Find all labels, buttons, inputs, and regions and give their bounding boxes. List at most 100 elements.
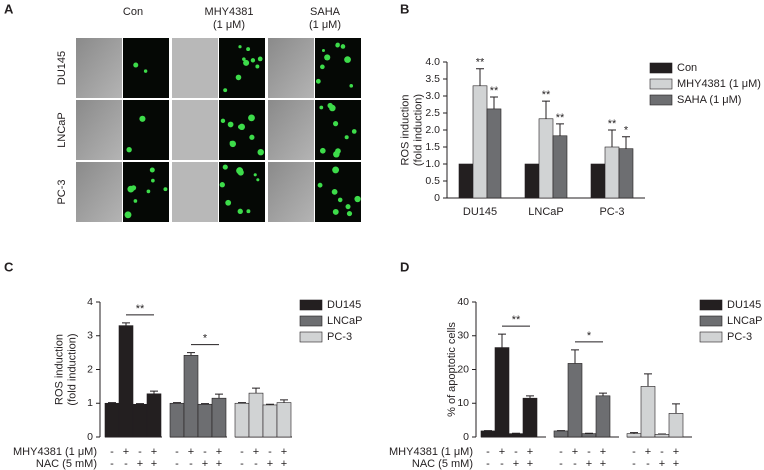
legend-swatch (649, 62, 673, 74)
cell (315, 78, 321, 84)
condition-sign: + (600, 458, 606, 470)
error-bar (571, 349, 579, 364)
condition-sign: + (645, 446, 651, 458)
y-axis-title: ROS induction (399, 95, 411, 166)
legend-swatch (649, 78, 673, 90)
column-header: (1 μM) (213, 19, 245, 31)
condition-sign: + (527, 458, 533, 470)
bar (104, 402, 120, 438)
error-bar (630, 432, 638, 434)
panel-label: D (400, 259, 409, 274)
cell (317, 182, 323, 188)
legend-label: PC-3 (727, 331, 752, 343)
condition-label: NAC (5 mM) (36, 458, 97, 470)
cell (238, 124, 243, 129)
panel-label: C (4, 259, 14, 274)
error-bar (187, 352, 195, 356)
condition-sign: + (600, 446, 606, 458)
cell (163, 187, 168, 192)
bar (183, 355, 199, 438)
cell (337, 197, 343, 203)
condition-sign: - (240, 458, 244, 470)
error-bar (622, 136, 630, 149)
bar (472, 85, 488, 199)
condition-sign: + (123, 446, 129, 458)
bar (508, 433, 524, 438)
error-bar (150, 390, 158, 394)
cell (143, 69, 148, 73)
legend-label: DU145 (727, 299, 761, 311)
cell (235, 74, 242, 81)
error-bar (608, 129, 616, 147)
cell (256, 178, 260, 182)
y-axis-title: % of apoptotic cells (446, 322, 458, 417)
bar (132, 403, 148, 438)
bar (169, 402, 185, 438)
column-header: Con (123, 6, 143, 18)
error-bar (266, 403, 274, 405)
row-label: LNCaP (56, 112, 68, 147)
cell (133, 62, 139, 68)
error-bar (476, 68, 484, 86)
cell (319, 147, 326, 154)
brightfield-image (268, 162, 314, 222)
error-bar (173, 402, 181, 404)
bar (604, 146, 620, 199)
error-bar (136, 403, 144, 405)
cell (133, 199, 138, 203)
error-bar (108, 402, 116, 404)
bar (595, 395, 611, 438)
x-tick-label: PC-3 (599, 206, 624, 218)
cell (351, 129, 357, 134)
condition-sign: - (486, 458, 490, 470)
cell (149, 167, 155, 173)
bar (654, 433, 670, 438)
column-header: SAHA (310, 6, 341, 18)
error-bar (215, 393, 223, 399)
cell (345, 204, 351, 210)
cell (335, 43, 340, 48)
y-tick-label: 10 (457, 397, 469, 409)
error-bar (526, 395, 534, 399)
cell (237, 208, 243, 215)
condition-sign: + (137, 458, 143, 470)
column-header: (1 μM) (309, 19, 341, 31)
brightfield-image (172, 162, 218, 222)
condition-sign: - (175, 458, 179, 470)
error-bar (556, 123, 564, 136)
brightfield-image (76, 38, 122, 98)
cell (344, 56, 351, 63)
legend-label: Con (677, 62, 697, 74)
significance: ** (542, 89, 551, 101)
condition-sign: + (216, 458, 222, 470)
cell (255, 64, 260, 69)
condition-sign: + (673, 458, 679, 470)
y-tick-label: 3.5 (425, 73, 440, 85)
condition-sign: - (203, 446, 207, 458)
cell (333, 121, 339, 127)
cell (319, 105, 324, 110)
cell (243, 59, 250, 66)
y-tick-label: 2.0 (425, 124, 440, 136)
condition-sign: - (559, 458, 563, 470)
legend-swatch (699, 331, 723, 343)
y-tick-label: 4.0 (425, 56, 440, 68)
bracket-label: * (587, 330, 592, 342)
condition-sign: - (632, 446, 636, 458)
condition-sign: - (559, 446, 563, 458)
condition-sign: - (587, 446, 591, 458)
condition-sign: - (124, 458, 128, 470)
condition-sign: + (586, 458, 592, 470)
y-tick-label: 0 (463, 431, 469, 443)
legend-swatch (299, 299, 323, 311)
cell (225, 199, 232, 206)
legend-label: SAHA (1 μM) (677, 94, 741, 106)
bracket-label: ** (512, 314, 521, 326)
condition-sign: - (500, 458, 504, 470)
y-tick-label: 1.5 (425, 141, 440, 153)
error-bar (238, 402, 246, 404)
column-header: MHY4381 (205, 6, 254, 18)
bar (553, 430, 569, 438)
condition-sign: - (646, 458, 650, 470)
y-tick-label: 2 (87, 363, 93, 375)
